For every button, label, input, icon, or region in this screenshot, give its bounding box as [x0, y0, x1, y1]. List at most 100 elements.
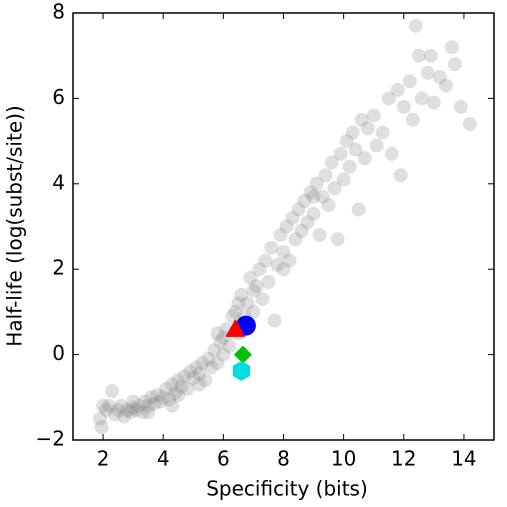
point: [150, 388, 165, 403]
point: [270, 257, 285, 272]
point: [225, 309, 240, 324]
point: [156, 390, 171, 405]
point: [117, 409, 132, 424]
point: [333, 146, 348, 161]
point: [273, 228, 288, 243]
point: [279, 219, 294, 234]
point: [96, 398, 111, 413]
point: [390, 82, 405, 97]
point: [447, 57, 462, 72]
point: [444, 40, 459, 55]
point: [285, 210, 300, 225]
point: [174, 379, 189, 394]
point: [366, 108, 381, 123]
point: [255, 292, 270, 307]
point: [111, 403, 126, 418]
point: [327, 181, 342, 196]
point: [213, 334, 228, 349]
point: [246, 304, 261, 319]
point: [114, 398, 129, 413]
point: [108, 407, 123, 422]
point: [231, 296, 246, 311]
point: [153, 394, 168, 409]
point: [336, 172, 351, 187]
point: [351, 202, 366, 217]
y-tick-label: 4: [52, 170, 65, 194]
point: [225, 318, 246, 337]
point: [216, 347, 231, 362]
point: [432, 70, 447, 85]
point: [135, 405, 150, 420]
point: [321, 198, 336, 213]
point: [210, 326, 225, 341]
point: [276, 245, 291, 260]
point: [306, 206, 321, 221]
y-tick-label: 6: [52, 85, 65, 109]
point: [234, 287, 249, 302]
point: [309, 176, 324, 191]
point: [414, 91, 429, 106]
point: [99, 403, 114, 418]
y-axis-label: Half-life (log(subst/site)): [3, 105, 27, 346]
point: [318, 168, 333, 183]
point: [267, 313, 282, 328]
point: [180, 381, 195, 396]
point: [232, 360, 251, 381]
point: [300, 215, 315, 230]
point: [204, 360, 219, 375]
point: [369, 138, 384, 153]
point: [144, 390, 159, 405]
point: [312, 228, 327, 243]
point: [132, 398, 147, 413]
point: [291, 202, 306, 217]
point: [171, 373, 186, 388]
point: [165, 377, 180, 392]
x-tick-label: 12: [391, 447, 416, 471]
point: [306, 189, 321, 204]
point: [168, 386, 183, 401]
point: [189, 360, 204, 375]
point: [324, 155, 339, 170]
y-tick-label: −2: [36, 427, 65, 451]
point: [360, 121, 375, 136]
point: [345, 125, 360, 140]
point: [162, 392, 177, 407]
point: [408, 18, 423, 33]
point: [375, 125, 390, 140]
point: [129, 403, 144, 418]
x-axis-label: Specificity (bits): [206, 477, 368, 501]
point: [222, 339, 237, 354]
point: [426, 95, 441, 110]
x-tick-label: 2: [97, 447, 110, 471]
point: [126, 400, 141, 415]
point: [186, 371, 201, 386]
point: [138, 394, 153, 409]
point: [354, 112, 369, 127]
point: [102, 398, 117, 413]
point: [423, 48, 438, 63]
point: [177, 368, 192, 383]
point: [381, 91, 396, 106]
point: [195, 356, 210, 371]
point: [192, 377, 207, 392]
point: [141, 405, 156, 420]
point: [303, 185, 318, 200]
x-tick-label: 14: [451, 447, 476, 471]
point: [357, 151, 372, 166]
point: [294, 223, 309, 238]
point: [348, 142, 363, 157]
point: [240, 296, 255, 311]
point: [276, 262, 291, 277]
point: [147, 396, 162, 411]
point: [233, 345, 252, 364]
y-tick-label: 8: [52, 0, 65, 24]
point: [297, 193, 312, 208]
y-tick-label: 2: [52, 256, 65, 280]
x-tick-label: 6: [217, 447, 230, 471]
point: [165, 398, 180, 413]
x-tick-label: 10: [331, 447, 356, 471]
point: [94, 420, 109, 435]
point: [141, 398, 156, 413]
point: [93, 411, 108, 426]
